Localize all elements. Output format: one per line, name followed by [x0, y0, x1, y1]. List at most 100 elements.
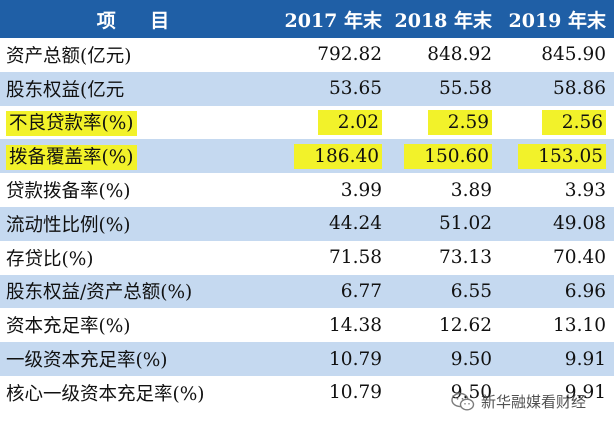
- row-label-text: 存贷比(%): [6, 248, 94, 270]
- value-cell-2017: 53.65: [280, 71, 390, 106]
- value-cell-2019: 845.90: [500, 38, 614, 72]
- value-text: 10.79: [329, 382, 382, 404]
- value-text: 3.93: [564, 179, 606, 201]
- value-cell-2017: 6.77: [280, 274, 390, 309]
- value-cell-2019: 58.86: [500, 71, 614, 106]
- row-label: 资产总额(亿元): [0, 38, 280, 72]
- row-label-text: 股东权益/资产总额(%): [6, 282, 193, 304]
- value-cell-2018: 73.13: [390, 240, 500, 275]
- value-text: 2.56: [541, 109, 606, 135]
- value-text: 3.89: [450, 179, 492, 201]
- row-label-text: 拨备覆盖率(%): [6, 145, 137, 171]
- value-text: 73.13: [439, 247, 492, 269]
- value-cell-2019: 9.91: [500, 342, 614, 376]
- value-cell-2017: 3.99: [280, 173, 390, 207]
- table-row: 不良贷款率(%) 2.02 2.59 2.56: [0, 105, 614, 140]
- year-header-2017: 2017 年末: [280, 0, 390, 38]
- financial-indicators-table: 项 目 2017 年末 2018 年末 2019 年末 资产总额(亿元) 792.…: [0, 0, 614, 410]
- watermark-text: 新华融媒看财经: [480, 393, 586, 411]
- wechat-icon: [451, 392, 475, 411]
- table-row: 股东权益/资产总额(%) 6.77 6.55 6.96: [0, 274, 614, 309]
- value-cell-2018: 12.62: [390, 308, 500, 343]
- table-row: 股东权益(亿元 53.65 55.58 58.86: [0, 71, 614, 106]
- value-cell-2019: 153.05: [500, 139, 614, 174]
- row-label: 一级资本充足率(%): [0, 342, 280, 376]
- value-cell-2018: 51.02: [390, 206, 500, 241]
- row-label-text: 贷款拨备率(%): [6, 181, 131, 203]
- value-text: 71.58: [329, 247, 382, 269]
- value-cell-2018: 2.59: [390, 105, 500, 140]
- header-row: 项 目 2017 年末 2018 年末 2019 年末: [0, 0, 614, 38]
- row-label: 不良贷款率(%): [0, 105, 280, 140]
- row-label-text: 核心一级资本充足率(%): [6, 383, 205, 405]
- value-text: 3.99: [340, 179, 382, 201]
- value-text: 51.02: [439, 213, 492, 235]
- value-cell-2018: 3.89: [390, 173, 500, 207]
- value-cell-2017: 10.79: [280, 375, 390, 410]
- value-text: 49.08: [553, 213, 606, 235]
- row-label-text: 流动性比例(%): [6, 214, 131, 236]
- value-cell-2018: 9.50: [390, 375, 500, 410]
- row-label-text: 资产总额(亿元): [6, 45, 132, 67]
- value-text: 70.40: [553, 247, 606, 269]
- value-cell-2017: 71.58: [280, 240, 390, 275]
- value-cell-2018: 6.55: [390, 274, 500, 309]
- value-cell-2019: 70.40: [500, 240, 614, 275]
- table-row: 贷款拨备率(%) 3.99 3.89 3.93: [0, 173, 614, 207]
- value-cell-2017: 2.02: [280, 105, 390, 140]
- year-header-2018: 2018 年末: [390, 0, 500, 38]
- value-cell-2019: 6.96: [500, 274, 614, 309]
- row-label-text: 股东权益(亿元: [6, 79, 125, 101]
- value-text: 792.82: [317, 44, 382, 66]
- value-text: 186.40: [294, 143, 382, 169]
- value-text: 58.86: [553, 78, 606, 100]
- value-cell-2019: 13.10: [500, 308, 614, 343]
- value-text: 6.55: [450, 280, 492, 302]
- table-row: 资本充足率(%) 14.38 12.62 13.10: [0, 308, 614, 343]
- row-label: 股东权益/资产总额(%): [0, 274, 280, 309]
- row-label-text: 资本充足率(%): [6, 316, 131, 338]
- row-label: 存贷比(%): [0, 240, 280, 275]
- value-cell-2019: 49.08: [500, 206, 614, 241]
- value-text: 845.90: [541, 44, 606, 66]
- value-text: 2.02: [317, 109, 382, 135]
- row-label: 核心一级资本充足率(%): [0, 375, 280, 410]
- value-cell-2017: 186.40: [280, 139, 390, 174]
- value-cell-2018: 55.58: [390, 71, 500, 106]
- row-label: 流动性比例(%): [0, 206, 280, 241]
- value-cell-2019: 9.91: [500, 375, 614, 410]
- table-row: 一级资本充足率(%) 10.79 9.50 9.91: [0, 342, 614, 376]
- value-text: 13.10: [553, 314, 606, 336]
- row-label: 贷款拨备率(%): [0, 173, 280, 207]
- table-row: 存贷比(%) 71.58 73.13 70.40: [0, 240, 614, 275]
- value-text: 9.50: [450, 382, 492, 404]
- value-text: 12.62: [439, 314, 492, 336]
- row-label: 股东权益(亿元: [0, 71, 280, 106]
- value-text: 55.58: [439, 78, 492, 100]
- watermark: 新华融媒看财经: [451, 391, 586, 412]
- value-text: 9.91: [564, 382, 606, 404]
- row-label: 资本充足率(%): [0, 308, 280, 343]
- row-label-text: 不良贷款率(%): [6, 111, 137, 137]
- value-text: 150.60: [404, 143, 492, 169]
- value-cell-2017: 44.24: [280, 206, 390, 241]
- table-row: 核心一级资本充足率(%) 10.79 9.50 9.91: [0, 375, 614, 410]
- item-header: 项 目: [0, 0, 280, 38]
- value-text: 14.38: [329, 314, 382, 336]
- value-cell-2017: 792.82: [280, 38, 390, 72]
- value-text: 53.65: [329, 78, 382, 100]
- value-cell-2017: 14.38: [280, 308, 390, 343]
- value-text: 2.59: [427, 109, 492, 135]
- value-cell-2019: 3.93: [500, 173, 614, 207]
- value-text: 848.92: [427, 44, 492, 66]
- row-label: 拨备覆盖率(%): [0, 139, 280, 174]
- value-text: 6.96: [564, 280, 606, 302]
- value-cell-2018: 9.50: [390, 342, 500, 376]
- year-header-2019: 2019 年末: [500, 0, 614, 38]
- value-text: 153.05: [518, 143, 606, 169]
- value-text: 44.24: [329, 213, 382, 235]
- table-row: 流动性比例(%) 44.24 51.02 49.08: [0, 206, 614, 241]
- row-label-text: 一级资本充足率(%): [6, 350, 168, 372]
- value-cell-2019: 2.56: [500, 105, 614, 140]
- value-text: 10.79: [329, 348, 382, 370]
